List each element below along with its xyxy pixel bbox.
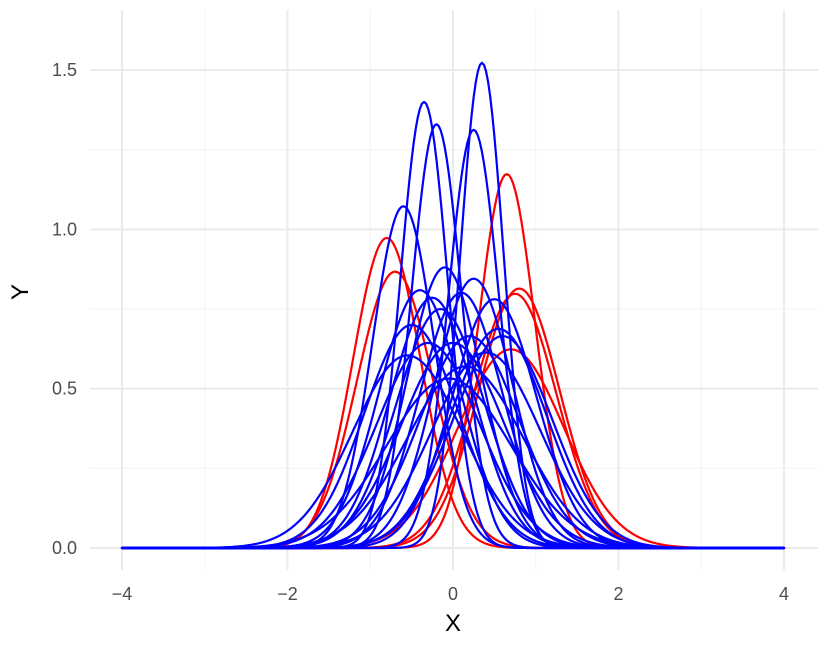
y-tick-labels: 0.0 0.5 1.0 1.5 [52,60,77,558]
y-tick-label: 1.5 [52,60,77,80]
blue-density-curve [120,377,786,550]
curves [120,61,786,550]
x-tick-label: 4 [779,584,789,604]
y-axis-title: Y [7,284,34,300]
x-axis-title: X [445,610,461,637]
x-tick-labels: −4 −2 0 2 4 [112,584,789,604]
x-tick-label: 2 [613,584,623,604]
y-tick-label: 1.0 [52,219,77,239]
x-tick-label: −2 [277,584,298,604]
x-tick-label: 0 [448,584,458,604]
y-tick-label: 0.5 [52,379,77,399]
x-tick-label: −4 [112,584,133,604]
y-tick-label: 0.0 [52,538,77,558]
